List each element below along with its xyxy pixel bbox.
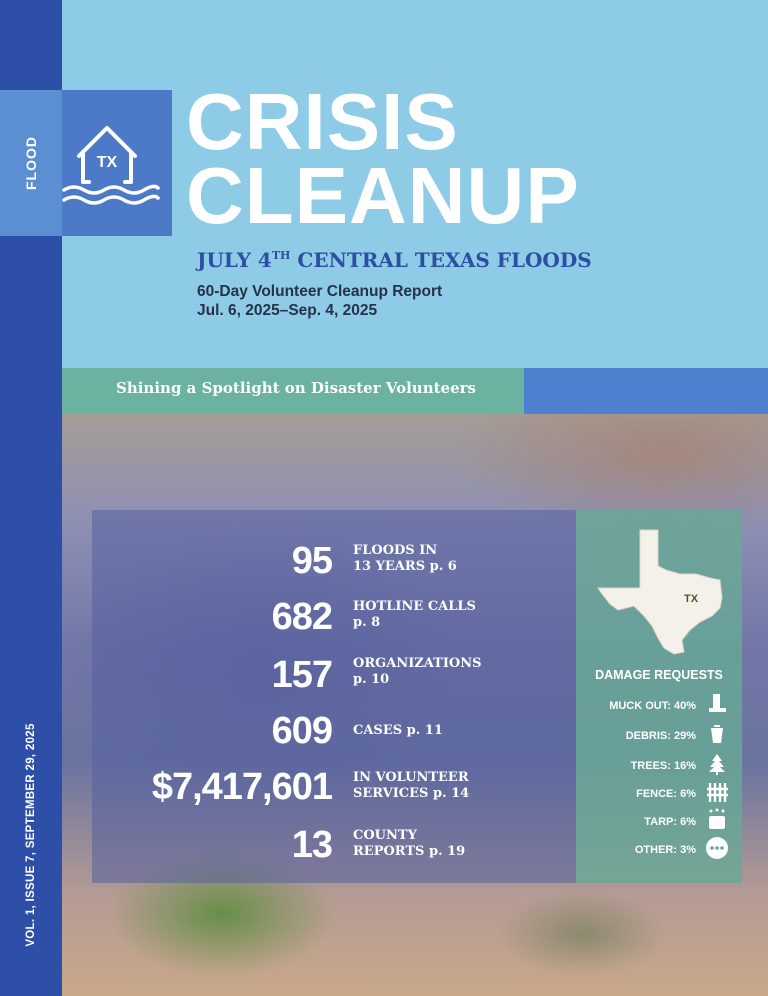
stat-label-line: 13 YEARS p. 6 — [353, 559, 457, 574]
stat-label-line: p. 10 — [353, 672, 390, 687]
stat-label-line: COUNTY — [353, 828, 417, 843]
stat-label-line: REPORTS p. 19 — [353, 844, 466, 859]
title-line-2: CLEANUP — [186, 151, 580, 240]
subtitle-part: JULY 4 — [197, 248, 272, 272]
stat-label: ORGANIZATIONS p. 10 — [353, 656, 482, 688]
stat-value: 13 — [291, 824, 333, 866]
stat-label: FLOODS IN 13 YEARS p. 6 — [353, 543, 457, 575]
stat-label: IN VOLUNTEER SERVICES p. 14 — [353, 770, 469, 802]
more-dots-icon — [706, 837, 728, 859]
tarp-icon — [709, 808, 725, 829]
main-title: CRISIS CLEANUP — [186, 77, 580, 240]
damage-item: MUCK OUT: 40% — [609, 700, 696, 712]
volume-issue-date: VOL. 1, ISSUE 7, SEPTEMBER 29, 2025 — [25, 723, 37, 947]
fence-icon — [707, 783, 728, 802]
stat-label-line: CASES p. 11 — [353, 723, 443, 738]
report-title: 60-Day Volunteer Cleanup Report — [197, 283, 443, 300]
map-label: TX — [684, 593, 699, 605]
stat-label-line: p. 8 — [353, 615, 381, 630]
damage-item: OTHER: 3% — [634, 844, 696, 856]
trash-can-icon — [711, 725, 723, 743]
subtitle-sup: TH — [271, 249, 291, 262]
damage-item: DEBRIS: 29% — [625, 730, 696, 742]
stat-value: 682 — [271, 596, 333, 638]
logo-text: TX — [96, 154, 118, 171]
stat-label: CASES p. 11 — [353, 723, 443, 739]
stat-label-line: HOTLINE CALLS — [353, 599, 476, 614]
damage-item: TREES: 16% — [630, 760, 696, 772]
house-water-icon — [62, 126, 160, 205]
stat-value: 157 — [271, 654, 333, 696]
tree-icon — [709, 754, 725, 775]
stat-value: 95 — [291, 540, 333, 582]
banner-text: Shining a Spotlight on Disaster Voluntee… — [116, 379, 476, 397]
stat-label-line: ORGANIZATIONS — [353, 656, 482, 671]
banner-accent — [524, 368, 768, 414]
damage-item: TARP: 6% — [644, 816, 696, 828]
stat-value: $7,417,601 — [151, 766, 333, 808]
boot-icon — [709, 694, 726, 712]
banner — [62, 368, 524, 414]
report-dates: Jul. 6, 2025–Sep. 4, 2025 — [197, 302, 378, 319]
subtitle: JULY 4TH CENTRAL TEXAS FLOODS — [197, 248, 592, 272]
damage-item: FENCE: 6% — [636, 788, 696, 800]
stat-label-line: SERVICES p. 14 — [353, 786, 470, 801]
texas-map-icon: TX — [597, 529, 723, 655]
flood-tag: FLOOD — [0, 90, 62, 236]
flood-tag-text: FLOOD — [23, 136, 39, 190]
stat-label-line: IN VOLUNTEER — [353, 770, 469, 785]
stat-value: 609 — [271, 710, 333, 752]
stat-label-line: FLOODS IN — [353, 543, 438, 558]
damage-requests-title: DAMAGE REQUESTS — [595, 668, 723, 682]
stats-panel — [92, 510, 576, 883]
stat-label: COUNTY REPORTS p. 19 — [353, 828, 465, 860]
texas-flood-logo: TX — [62, 90, 172, 236]
stat-label: HOTLINE CALLS p. 8 — [353, 599, 476, 631]
subtitle-part: CENTRAL TEXAS FLOODS — [290, 248, 592, 272]
title-line-1: CRISIS — [186, 77, 459, 166]
